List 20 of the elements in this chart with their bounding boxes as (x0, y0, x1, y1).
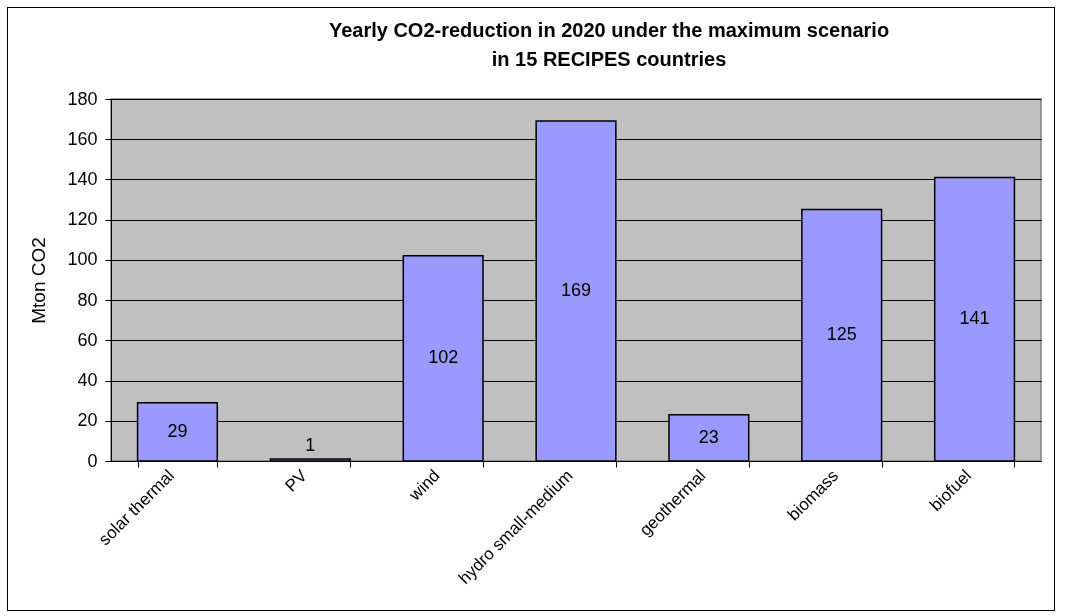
data-label: 102 (428, 347, 459, 368)
data-label: 29 (167, 420, 188, 441)
data-label: 169 (560, 280, 592, 301)
data-label: 23 (698, 426, 719, 447)
y-tick-label: 60 (77, 329, 98, 350)
y-tick-label: 0 (87, 450, 98, 471)
y-tick-label: 120 (67, 209, 98, 230)
data-label: 141 (959, 308, 990, 329)
y-tick-label: 20 (77, 410, 98, 431)
y-tick-label: 180 (67, 88, 98, 109)
y-axis-title: Mton CO2 (28, 237, 50, 324)
data-label: 1 (305, 434, 316, 455)
chart-title: Yearly CO2-reduction in 2020 under the maximum scenario in 15 RECIPES countries (328, 19, 890, 70)
y-tick-label: 100 (67, 249, 98, 270)
x-tick-label: PV (281, 465, 312, 496)
data-label: 125 (826, 324, 857, 345)
y-tick-label: 160 (67, 128, 98, 149)
y-tick-label: 140 (67, 168, 98, 189)
y-tick-label: 80 (77, 289, 98, 310)
y-tick-label: 40 (77, 370, 98, 391)
